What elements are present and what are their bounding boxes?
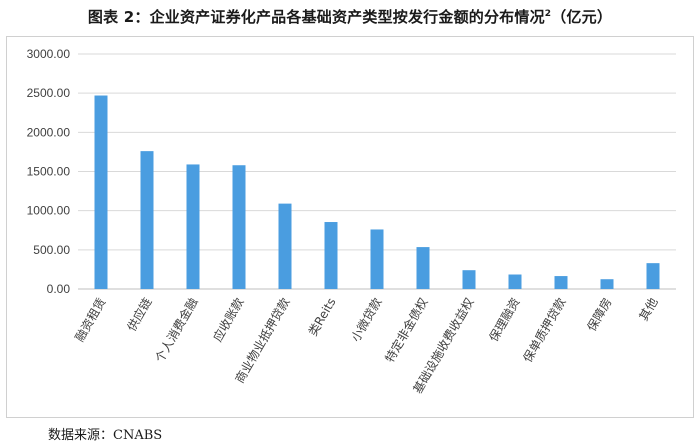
- bar: [140, 151, 154, 289]
- bar: [416, 247, 430, 289]
- y-tick-label: 1500.00: [27, 165, 71, 179]
- data-source: 数据来源：CNABS: [48, 428, 163, 443]
- bar: [370, 229, 384, 289]
- x-tick-label: 应收账款: [210, 295, 247, 344]
- chart-title-text: 图表 2：企业资产证券化产品各基础资产类型按发行金额的分布情况: [87, 8, 545, 26]
- x-tick-label: 保理融资: [486, 296, 522, 345]
- x-tick-label: 融资租赁: [72, 296, 108, 345]
- bar: [94, 95, 108, 290]
- x-tick-label: 小微贷款: [348, 296, 384, 345]
- bar: [600, 279, 614, 289]
- x-tick-label: 类Reits: [306, 296, 339, 339]
- x-tick-label: 供应链: [124, 295, 155, 334]
- bar: [508, 274, 522, 289]
- bar: [462, 270, 476, 289]
- bar: [232, 165, 246, 289]
- y-tick-label: 1000.00: [27, 204, 71, 218]
- bar: [554, 276, 568, 289]
- y-tick-label: 500.00: [33, 243, 70, 257]
- x-tick-label: 保障房: [584, 295, 615, 334]
- y-tick-label: 2000.00: [27, 125, 71, 139]
- bar: [646, 263, 660, 289]
- y-tick-label: 2500.00: [27, 86, 71, 100]
- chart-title: 图表 2：企业资产证券化产品各基础资产类型按发行金额的分布情况2（亿元）: [0, 6, 700, 27]
- y-tick-label: 0.00: [47, 282, 71, 296]
- bar: [324, 222, 338, 289]
- x-tick-label: 其他: [636, 296, 660, 324]
- x-tick-label: 个人消费金融: [152, 295, 201, 365]
- bar: [186, 164, 200, 289]
- chart-title-footnote: 2: [544, 9, 552, 19]
- x-tick-label: 特定非金债权: [382, 295, 431, 365]
- bar: [278, 203, 292, 289]
- chart-title-unit: （亿元）: [551, 8, 613, 26]
- y-tick-label: 3000.00: [27, 47, 71, 61]
- chart-frame: [6, 36, 694, 418]
- x-tick-label: 保单质押贷款: [520, 296, 568, 365]
